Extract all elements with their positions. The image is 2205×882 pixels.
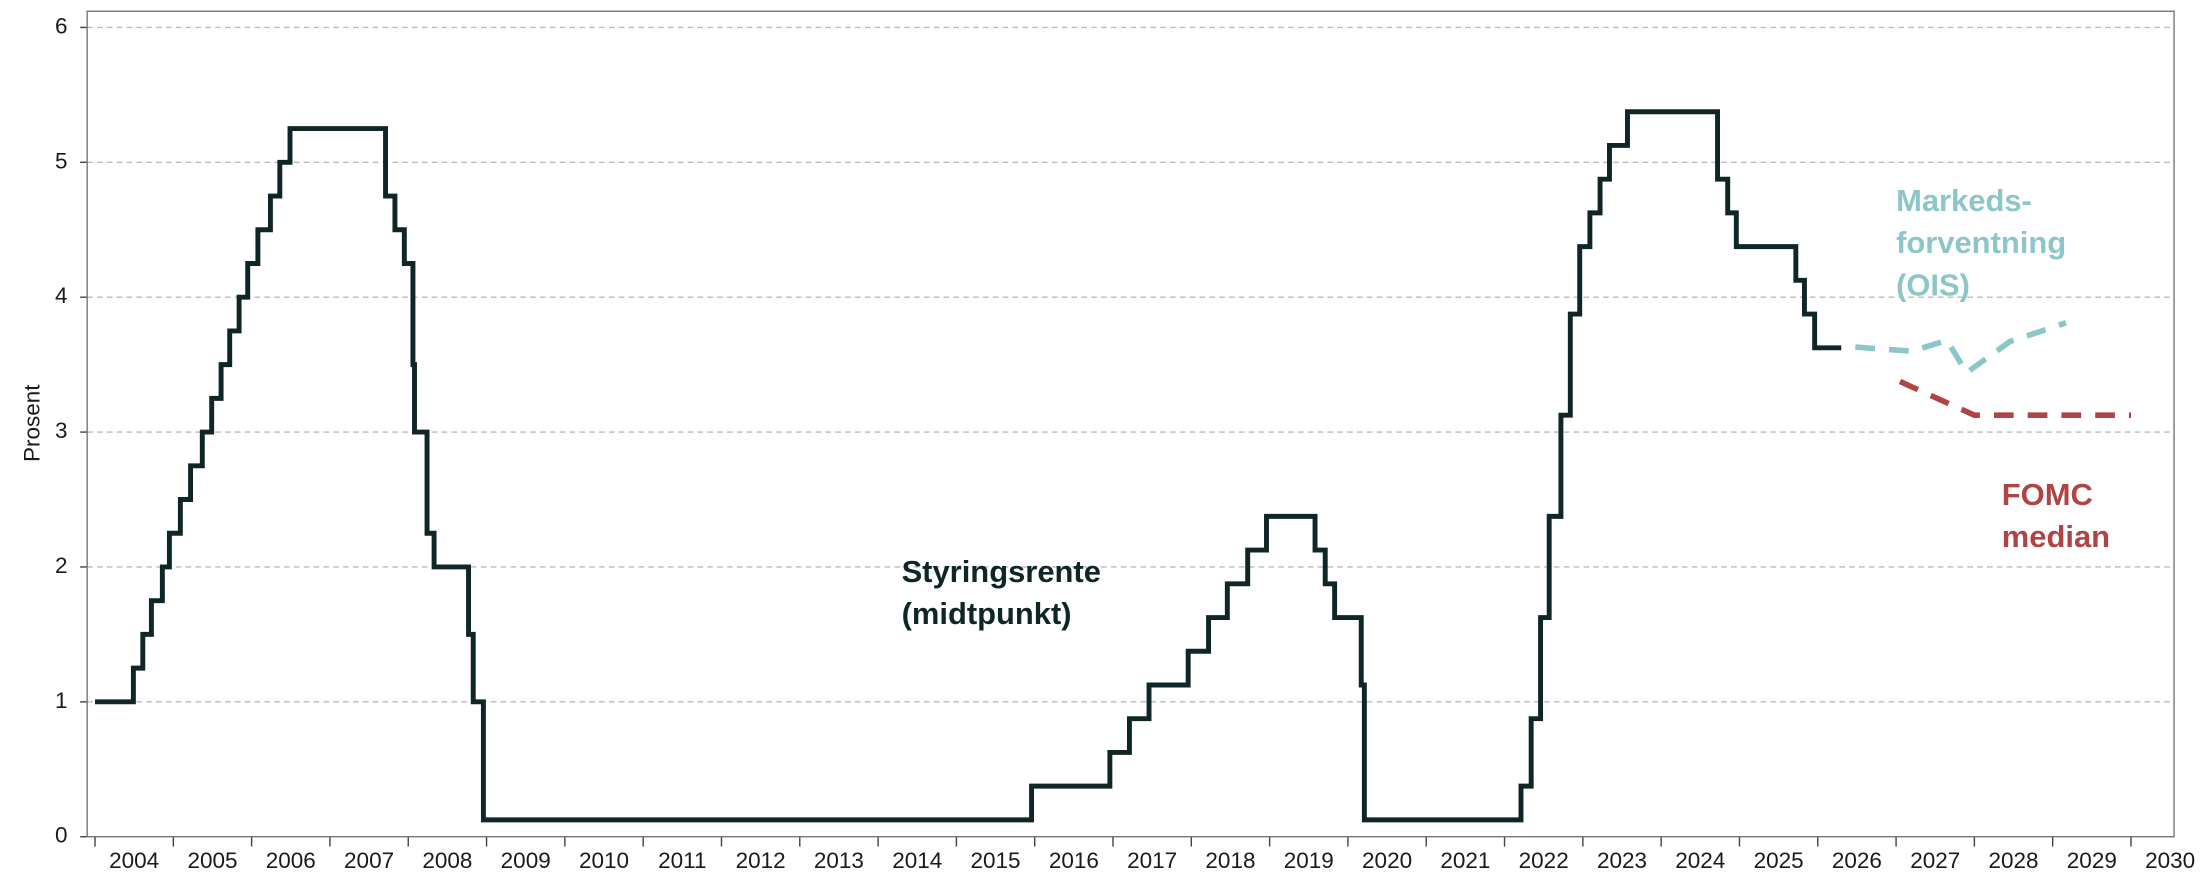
x-tick-label: 2014 [892,848,942,873]
series-line [1898,378,2131,419]
x-tick-label: 2012 [736,848,786,873]
x-tick-label: 2005 [187,848,237,873]
annotation: (midtpunkt) [902,596,1072,631]
y-tick-label: 0 [55,823,68,848]
annotation: (OIS) [1896,267,1970,302]
x-tick-label: 2017 [1127,848,1177,873]
annotation: Styringsrente [902,554,1101,589]
x-tick-label: 2030 [2145,848,2195,873]
x-tick-label: 2015 [971,848,1021,873]
annotation: median [2002,519,2110,554]
x-tick-label: 2011 [658,848,706,873]
x-tick-label: 2027 [1910,848,1960,873]
x-tick-label: 2007 [344,848,394,873]
x-tick-label: 2029 [2067,848,2117,873]
x-tick-label: 2024 [1675,848,1725,873]
x-tick-label: 2026 [1832,848,1882,873]
x-tick-label: 2004 [109,848,159,873]
x-tick-label: 2008 [422,848,472,873]
x-tick-label: 2016 [1049,848,1099,873]
x-tick-label: 2020 [1362,848,1412,873]
series-line [95,109,1842,823]
x-tick-label: 2013 [814,848,864,873]
series-line [1855,320,2067,377]
y-axis-label: Prosent [20,384,45,462]
x-tick-label: 2022 [1519,848,1569,873]
x-tick-label: 2028 [1989,848,2039,873]
y-tick-label: 5 [55,148,68,173]
x-tick-label: 2019 [1284,848,1334,873]
x-tick-label: 2025 [1754,848,1804,873]
x-tick-label: 2010 [579,848,629,873]
y-tick-label: 2 [55,553,68,578]
plot-frame [86,10,2175,838]
annotation: Markeds- [1896,183,2032,218]
annotation: FOMC [2002,477,2093,512]
y-tick-label: 3 [55,418,68,443]
x-tick-label: 2009 [501,848,551,873]
y-tick-label: 4 [55,283,68,308]
x-tick-label: 2006 [266,848,316,873]
x-tick-label: 2021 [1440,848,1490,873]
x-tick-label: 2023 [1597,848,1647,873]
y-tick-label: 1 [55,688,68,713]
y-tick-label: 6 [55,13,68,38]
x-tick-label: 2018 [1205,848,1255,873]
annotation: forventning [1896,225,2066,260]
